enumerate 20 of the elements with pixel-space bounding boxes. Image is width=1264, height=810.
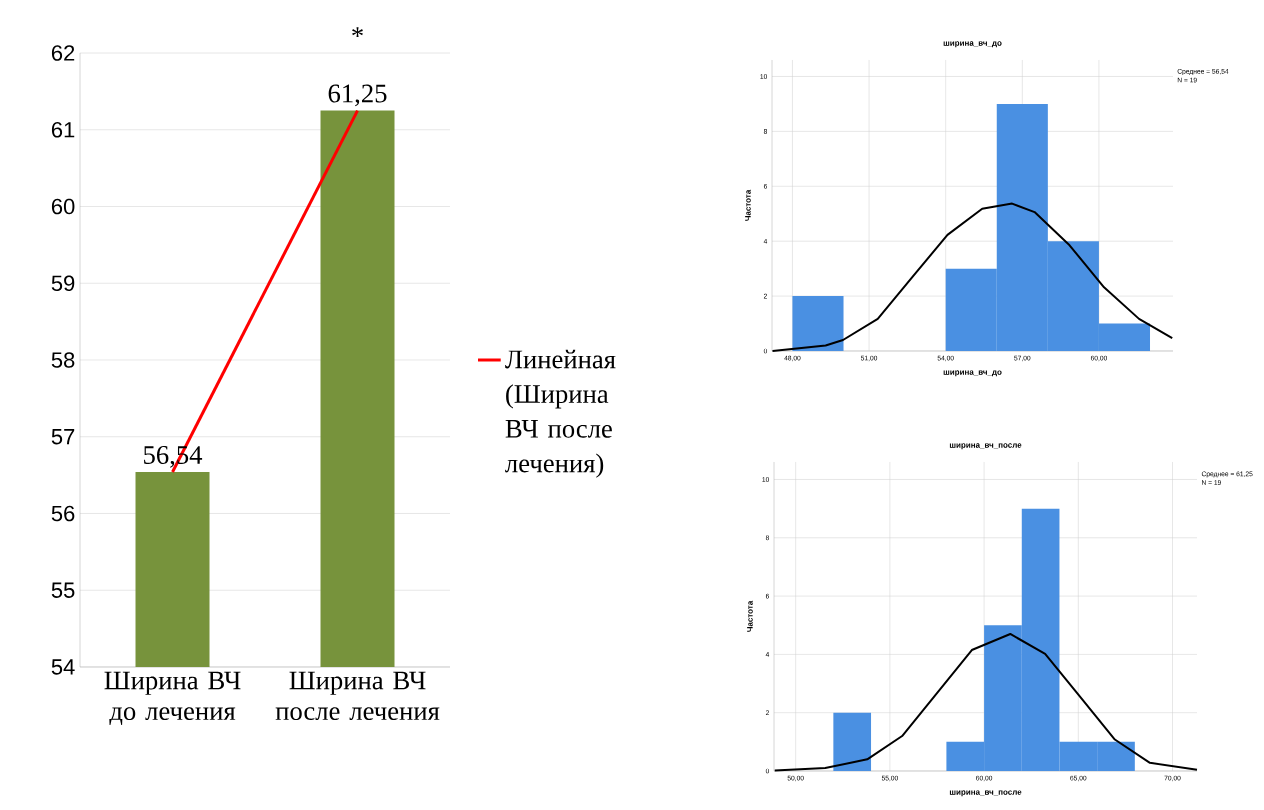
y-tick-label: 55: [51, 582, 75, 598]
y-tick-label: 58: [51, 352, 75, 368]
y-tick-label: 59: [51, 275, 75, 292]
y-tick-label: 57: [51, 429, 75, 445]
y-tick-label: 54: [51, 659, 75, 675]
chart-title: ширина_вч_после: [949, 443, 1022, 450]
x-axis-title: ширина_вч_до: [943, 370, 1002, 377]
data-label: 61,25: [328, 84, 387, 107]
y-axis-title: Частота: [745, 189, 751, 221]
y-tick-label: 61: [51, 121, 75, 138]
x-axis-title: ширина_вч_после: [949, 790, 1022, 797]
x-tick-label: Ширина ВЧ после лечения: [275, 671, 440, 721]
y-tick-label: 56: [51, 505, 75, 522]
y-tick-label: 60: [51, 198, 75, 215]
chart-title: ширина_вч_до: [943, 41, 1002, 48]
text: *: [352, 27, 363, 38]
y-tick-label: 62: [51, 45, 75, 61]
legend-label: Линейная (Ширина ВЧ после лечения): [505, 349, 616, 478]
x-tick-label: Ширина ВЧ до лечения: [104, 671, 241, 725]
y-axis-title: Частота: [747, 600, 753, 632]
